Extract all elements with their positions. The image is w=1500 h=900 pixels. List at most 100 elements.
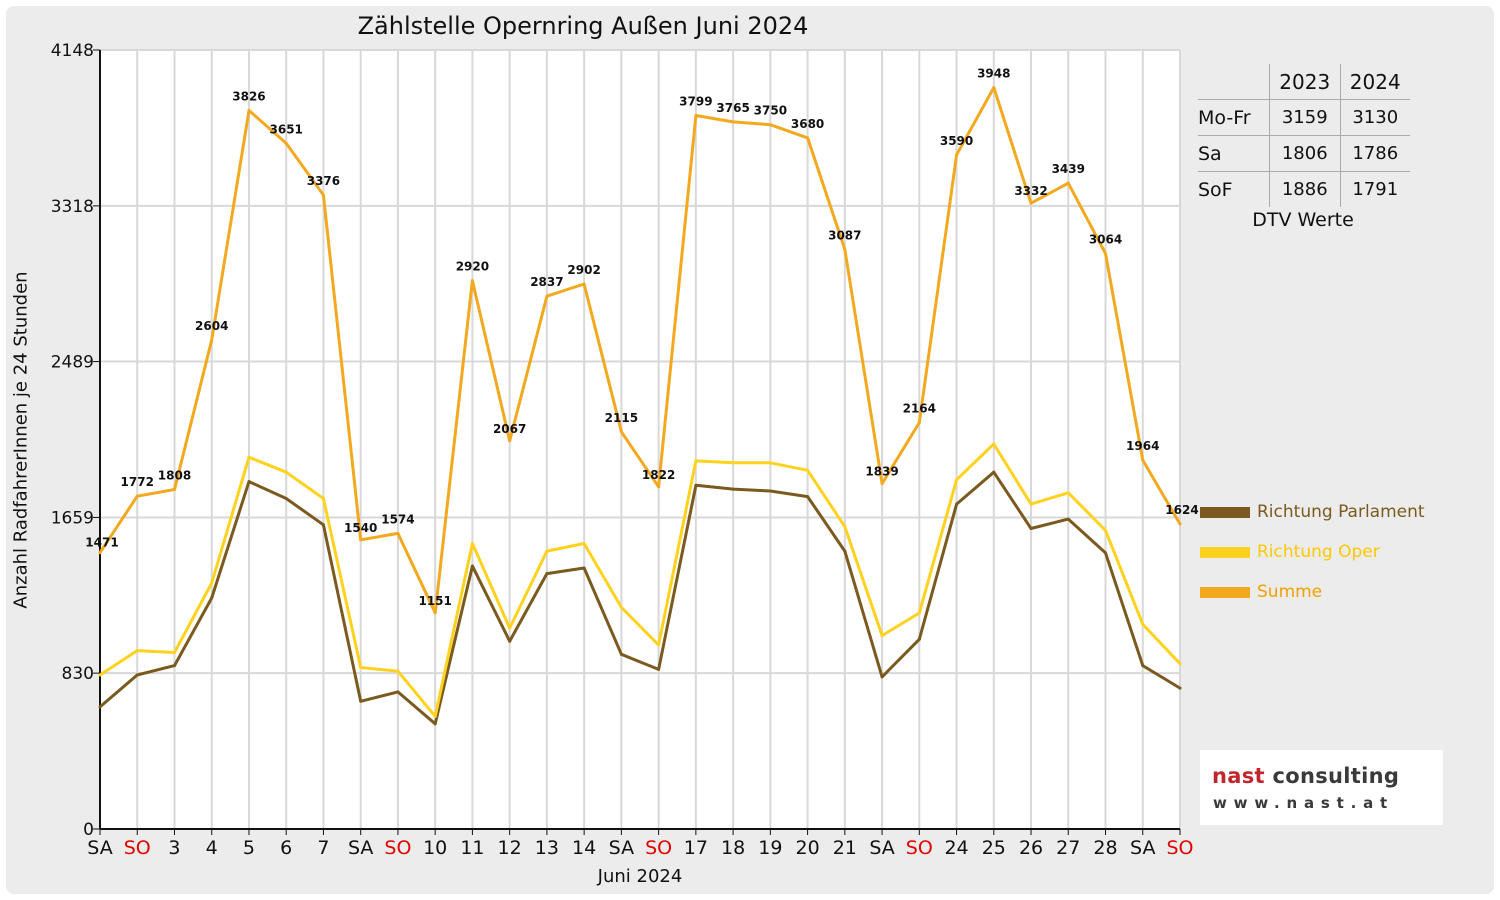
data-label: 3651 [270,122,303,136]
data-point [98,705,102,709]
data-point [470,564,474,568]
x-tick-label: 26 [1019,837,1043,859]
x-tick-label: SO [1166,837,1193,859]
data-point [694,114,698,118]
dtv-row-label: SoF [1198,171,1270,207]
data-point [172,487,176,491]
data-point [1141,664,1145,668]
data-point [508,439,512,443]
data-point [1066,517,1070,521]
data-point [619,430,623,434]
data-point [98,551,102,555]
data-label: 1808 [158,468,191,482]
x-tick-label: 20 [795,837,819,859]
data-point [508,639,512,643]
data-label: 3799 [679,95,712,109]
dtv-caption: DTV Werte [1252,209,1354,231]
data-point [359,699,363,703]
data-point [657,643,661,647]
x-tick-label: 6 [280,837,292,859]
data-point [135,673,139,677]
dtv-cell: 3159 [1269,99,1340,136]
data-point [955,502,959,506]
x-tick-label: 10 [423,837,447,859]
data-point [955,153,959,157]
dtv-cell: 1886 [1269,171,1340,207]
data-point [843,525,847,529]
data-point [806,495,810,499]
data-point [657,485,661,489]
data-point [359,538,363,542]
data-label: 3680 [791,117,824,131]
data-point [1066,181,1070,185]
x-tick-label: 17 [684,837,708,859]
legend: Richtung Parlament Richtung Oper Summe [1200,492,1425,612]
data-label: 1574 [381,512,414,526]
x-tick-label: SO [906,837,933,859]
data-point [992,470,996,474]
data-point [1104,551,1108,555]
data-point [731,120,735,124]
data-label: 1822 [642,468,675,482]
x-axis-label: Juni 2024 [597,866,683,887]
data-point [955,478,959,482]
data-label: 3064 [1089,233,1122,247]
x-tick-label: 27 [1056,837,1080,859]
plot-area [100,50,1180,829]
data-point [545,549,549,553]
data-label: 3439 [1052,162,1085,176]
x-tick-label: 7 [317,837,329,859]
dtv-corner [1198,64,1270,100]
data-point [396,690,400,694]
data-point [843,247,847,251]
y-tick-label: 4148 [51,41,94,61]
y-tick-label: 830 [62,664,94,684]
data-point [545,294,549,298]
data-point [582,542,586,546]
series-line-summe [98,86,1182,615]
data-point [172,650,176,654]
data-label: 2067 [493,422,526,436]
data-point [582,282,586,286]
x-tick-label: SA [1130,837,1155,859]
data-point [135,649,139,653]
x-tick-label: 3 [168,837,180,859]
data-label: 1540 [344,521,377,535]
legend-swatch [1200,506,1250,518]
dtv-cell: 3130 [1339,99,1410,136]
legend-swatch [1200,586,1250,598]
data-label: 3376 [307,174,340,188]
series-line-richtung-oper [99,442,1182,718]
data-point [210,596,214,600]
x-tick-label: SA [609,837,634,859]
legend-label: Richtung Oper [1257,542,1380,562]
data-point [1141,622,1145,626]
data-point [917,611,921,615]
data-label: 2164 [903,402,936,416]
data-point [806,136,810,140]
x-tick-label: 14 [572,837,596,859]
x-tick-label: 13 [535,837,559,859]
data-point [992,442,996,446]
dtv-table: 2023 2024 Mo-Fr 3159 3130 Sa 1806 1786 S… [1198,64,1410,231]
y-tick-label: 1659 [51,508,94,528]
x-tick-label: 21 [833,837,857,859]
data-point [768,489,772,493]
data-label: 2837 [530,275,563,289]
data-point [806,468,810,472]
data-point [210,581,214,585]
x-tick-label: SA [869,837,894,859]
data-point [1104,252,1108,256]
x-tick-label: 19 [758,837,782,859]
dtv-cell: 1791 [1339,171,1410,207]
data-point [731,461,735,465]
data-point [694,459,698,463]
y-tick-label: 3318 [51,197,94,217]
data-label: 3332 [1014,184,1047,198]
x-tick-label: SO [645,837,672,859]
x-tick-label: 24 [944,837,968,859]
data-point [321,523,325,527]
data-label: 1772 [121,475,154,489]
x-tick-label: 4 [206,837,218,859]
